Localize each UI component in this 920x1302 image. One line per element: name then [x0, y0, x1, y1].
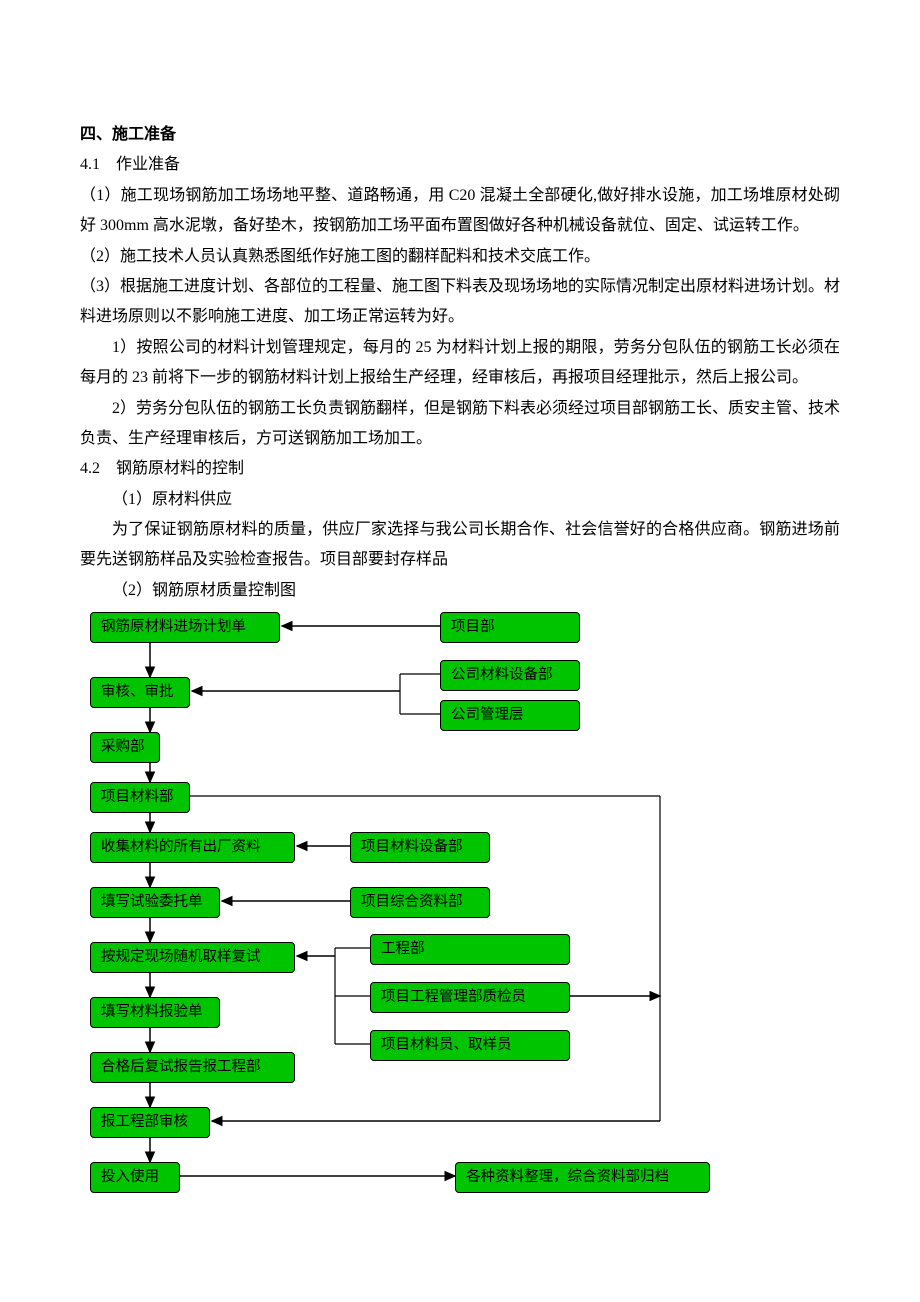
flow-node: 项目综合资料部: [350, 887, 490, 917]
subsection-41: 4.1 作业准备: [80, 150, 840, 180]
flow-node: 收集材料的所有出厂资料: [90, 832, 295, 862]
subsection-42: 4.2 钢筋原材料的控制: [80, 454, 840, 484]
para-6: （1）原材料供应: [80, 485, 840, 515]
flow-node: 填写材料报验单: [90, 997, 220, 1027]
flow-node: 项目材料部: [90, 782, 190, 812]
flow-node: 填写试验委托单: [90, 887, 220, 917]
para-5: 2）劳务分包队伍的钢筋工长负责钢筋翻样，但是钢筋下料表必须经过项目部钢筋工长、质…: [80, 394, 840, 455]
flowchart: 钢筋原材料进场计划单 审核、审批 采购部 项目材料部 收集材料的所有出厂资料 填…: [80, 612, 840, 1192]
section-heading: 四、施工准备: [80, 120, 840, 150]
flow-node: 工程部: [370, 934, 570, 964]
para-8: （2）钢筋原材质量控制图: [80, 576, 840, 606]
flow-node: 项目材料员、取样员: [370, 1030, 570, 1060]
para-3: （3）根据施工进度计划、各部位的工程量、施工图下料表及现场场地的实际情况制定出原…: [80, 272, 840, 333]
flow-node: 公司管理层: [440, 700, 580, 730]
flow-node: 项目材料设备部: [350, 832, 490, 862]
flow-node: 公司材料设备部: [440, 660, 580, 690]
flow-node: 按规定现场随机取样复试: [90, 942, 295, 972]
para-2: （2）施工技术人员认真熟悉图纸作好施工图的翻样配料和技术交底工作。: [80, 242, 840, 272]
para-4: 1）按照公司的材料计划管理规定，每月的 25 为材料计划上报的期限，劳务分包队伍…: [80, 333, 840, 394]
flow-node: 采购部: [90, 732, 160, 762]
flow-node: 项目工程管理部质检员: [370, 982, 570, 1012]
flow-node: 投入使用: [90, 1162, 180, 1192]
flow-node: 钢筋原材料进场计划单: [90, 612, 280, 642]
flow-node: 各种资料整理，综合资料部归档: [455, 1162, 710, 1192]
para-7: 为了保证钢筋原材料的质量，供应厂家选择与我公司长期合作、社会信誉好的合格供应商。…: [80, 515, 840, 576]
flow-node: 报工程部审核: [90, 1107, 210, 1137]
flow-node: 合格后复试报告报工程部: [90, 1052, 295, 1082]
flow-node: 审核、审批: [90, 677, 190, 707]
para-1: （1）施工现场钢筋加工场场地平整、道路畅通，用 C20 混凝土全部硬化,做好排水…: [80, 181, 840, 242]
flow-node: 项目部: [440, 612, 580, 642]
